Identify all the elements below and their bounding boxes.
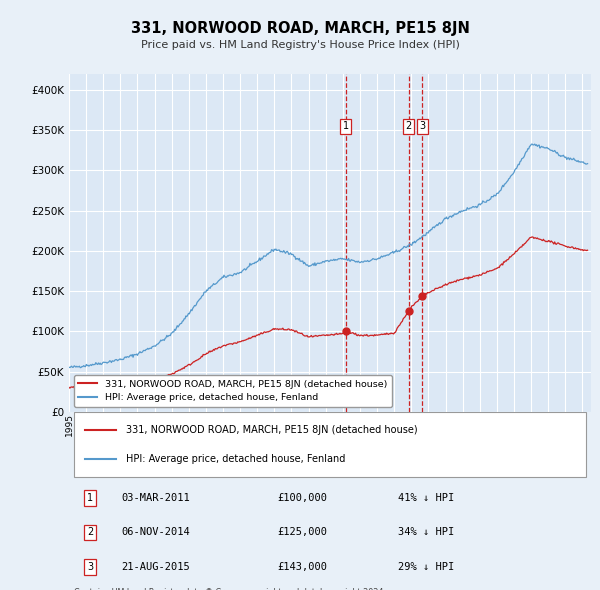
Text: Price paid vs. HM Land Registry's House Price Index (HPI): Price paid vs. HM Land Registry's House … xyxy=(140,40,460,50)
Text: 34% ↓ HPI: 34% ↓ HPI xyxy=(398,527,454,537)
Legend: 331, NORWOOD ROAD, MARCH, PE15 8JN (detached house), HPI: Average price, detache: 331, NORWOOD ROAD, MARCH, PE15 8JN (deta… xyxy=(74,375,392,407)
Text: 331, NORWOOD ROAD, MARCH, PE15 8JN (detached house): 331, NORWOOD ROAD, MARCH, PE15 8JN (deta… xyxy=(127,425,418,435)
FancyBboxPatch shape xyxy=(74,412,586,477)
Text: 2: 2 xyxy=(87,527,93,537)
Text: £143,000: £143,000 xyxy=(278,562,328,572)
Text: 06-NOV-2014: 06-NOV-2014 xyxy=(121,527,190,537)
Text: 3: 3 xyxy=(419,121,425,131)
Text: £125,000: £125,000 xyxy=(278,527,328,537)
Text: 21-AUG-2015: 21-AUG-2015 xyxy=(121,562,190,572)
Text: 3: 3 xyxy=(87,562,93,572)
Text: 41% ↓ HPI: 41% ↓ HPI xyxy=(398,493,454,503)
Text: £100,000: £100,000 xyxy=(278,493,328,503)
Text: 03-MAR-2011: 03-MAR-2011 xyxy=(121,493,190,503)
Text: Contains HM Land Registry data © Crown copyright and database right 2024.: Contains HM Land Registry data © Crown c… xyxy=(74,588,386,590)
Text: 1: 1 xyxy=(87,493,93,503)
Text: 29% ↓ HPI: 29% ↓ HPI xyxy=(398,562,454,572)
Text: 2: 2 xyxy=(406,121,412,131)
Text: 331, NORWOOD ROAD, MARCH, PE15 8JN: 331, NORWOOD ROAD, MARCH, PE15 8JN xyxy=(131,21,469,35)
Text: 1: 1 xyxy=(343,121,349,131)
Text: HPI: Average price, detached house, Fenland: HPI: Average price, detached house, Fenl… xyxy=(127,454,346,464)
